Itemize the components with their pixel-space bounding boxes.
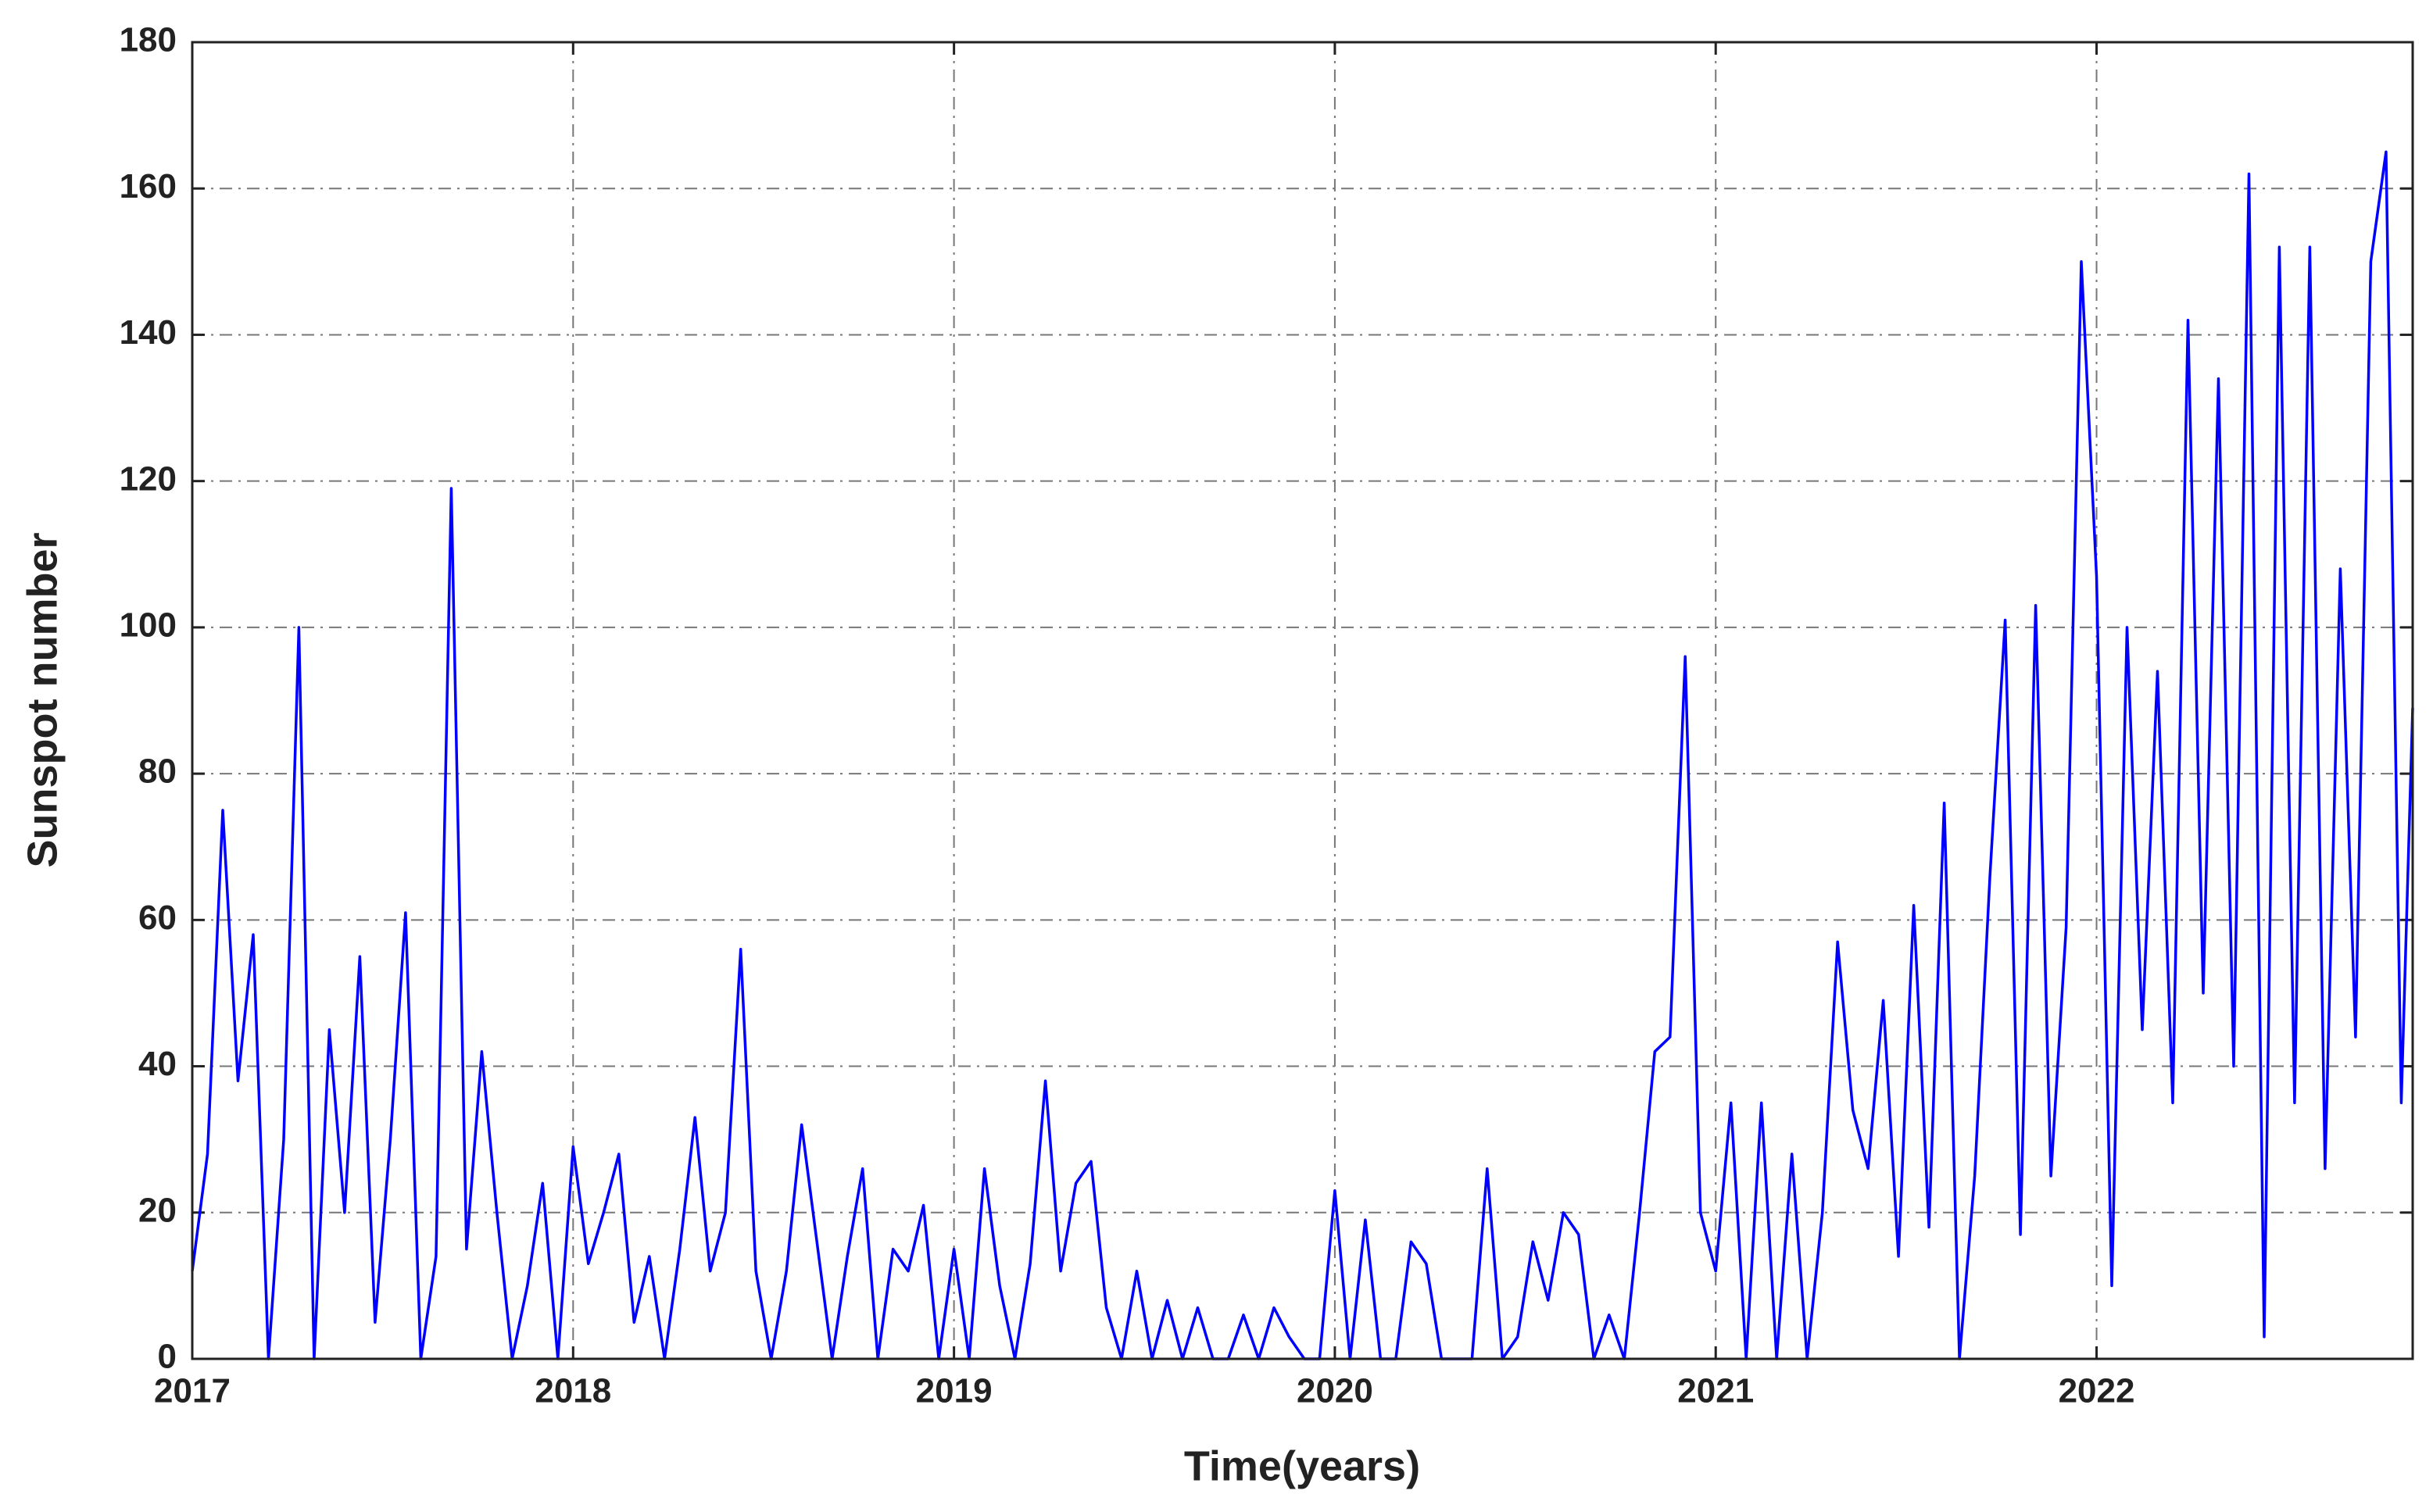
y-tick-label: 20: [138, 1191, 177, 1229]
y-tick-label: 120: [120, 459, 177, 498]
y-tick-label: 100: [120, 606, 177, 645]
x-tick-label: 2018: [535, 1372, 611, 1410]
y-tick-label: 0: [158, 1338, 177, 1376]
x-tick-label: 2020: [1297, 1372, 1373, 1410]
y-tick-label: 40: [138, 1045, 177, 1083]
y-tick-label: 180: [120, 21, 177, 59]
y-axis-label: Sunspot number: [19, 533, 66, 868]
x-axis-label: Time(years): [1184, 1442, 1420, 1489]
y-tick-label: 160: [120, 167, 177, 206]
y-tick-label: 80: [138, 752, 177, 791]
x-tick-label: 2019: [916, 1372, 993, 1410]
x-tick-label: 2021: [1677, 1372, 1754, 1410]
y-tick-label: 140: [120, 313, 177, 352]
x-tick-label: 2017: [154, 1372, 231, 1410]
y-tick-label: 60: [138, 899, 177, 937]
x-tick-label: 2022: [2059, 1372, 2135, 1410]
plot-frame: [191, 41, 2414, 1360]
